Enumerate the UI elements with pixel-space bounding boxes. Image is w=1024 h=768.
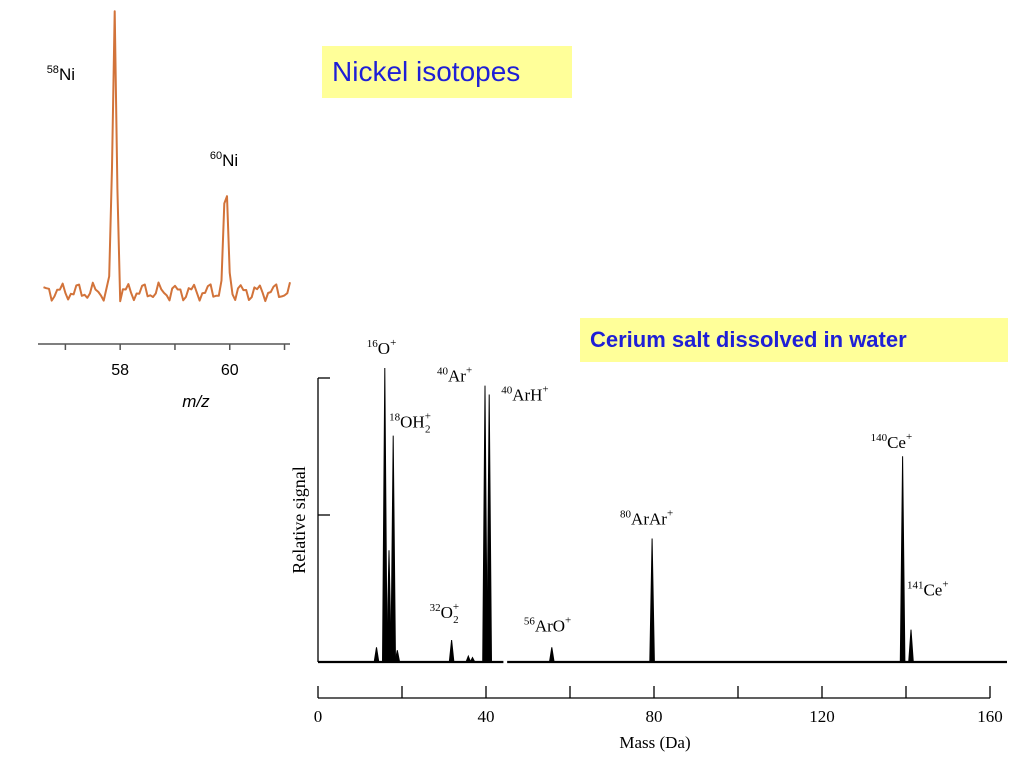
cerium-peak-label-mass: 40 — [501, 384, 513, 396]
cerium-peak-label-species: O — [378, 339, 390, 358]
cerium-peak-label-charge: + — [425, 411, 431, 423]
nickel-series-line — [43, 10, 291, 303]
cerium-peak-label-mass: 32 — [430, 602, 441, 614]
cerium-x-axis-label: Mass (Da) — [619, 733, 690, 752]
cerium-peak-label-mass: 141 — [907, 580, 924, 592]
cerium-peak-label: 80ArAr+ — [620, 508, 673, 529]
nickel-x-tick-label: 60 — [221, 362, 239, 379]
cerium-peak-label: 140Ce+ — [871, 431, 913, 452]
cerium-peak — [386, 550, 392, 663]
cerium-peak-label-species: Ce — [887, 433, 906, 452]
cerium-peak — [486, 394, 493, 663]
cerium-peak-label-count: 2 — [425, 424, 431, 436]
nickel-x-axis-label: m/z — [182, 392, 210, 411]
cerium-peak-label-mass: 18 — [389, 412, 401, 424]
cerium-peak-label-mass: 40 — [437, 366, 449, 378]
nickel-peak-label: 58Ni — [47, 64, 75, 84]
cerium-peak — [373, 647, 380, 663]
cerium-peak — [394, 650, 401, 663]
nickel-x-tick-label: 58 — [111, 362, 129, 379]
cerium-peak-label: 32O+ 2 — [430, 601, 460, 626]
cerium-peak-label-charge: + — [565, 614, 571, 626]
cerium-peak — [381, 367, 388, 663]
cerium-peak-label-charge: + — [453, 601, 459, 613]
cerium-peak-label-mass: 80 — [620, 509, 632, 521]
cerium-y-axis-label: Relative signal — [289, 466, 309, 573]
cerium-peak-label: 141Ce+ — [907, 579, 949, 600]
cerium-title-callout: Cerium salt dissolved in water — [580, 318, 1008, 362]
cerium-peak — [649, 538, 655, 663]
cerium-peak-label-charge: + — [667, 508, 673, 520]
cerium-peak — [548, 647, 555, 663]
cerium-peak-label-charge: + — [466, 365, 472, 377]
cerium-peak-label-species: O — [441, 603, 453, 622]
nickel-peak-label-element: Ni — [222, 151, 238, 170]
cerium-peak — [482, 385, 488, 663]
cerium-x-tick-label: 80 — [646, 707, 663, 726]
cerium-peak-label-charge: + — [906, 431, 912, 443]
cerium-peak-label-species: OH — [400, 413, 425, 432]
cerium-peak-label: 16O+ — [367, 337, 397, 358]
cerium-peak — [899, 456, 906, 663]
nickel-title-callout: Nickel isotopes — [322, 46, 572, 98]
cerium-peak-label: 18OH+ 2 — [389, 411, 431, 436]
cerium-peak-label-charge: + — [942, 579, 948, 591]
cerium-x-tick-label: 120 — [809, 707, 835, 726]
cerium-peak-label: 56ArO+ — [524, 614, 571, 635]
cerium-peak — [448, 639, 455, 663]
nickel-peak-label-mass: 60 — [210, 150, 222, 162]
cerium-x-tick-label: 40 — [478, 707, 495, 726]
cerium-peak-label-species: ArAr — [631, 510, 667, 529]
nickel-peak-label-element: Ni — [59, 65, 75, 84]
cerium-x-tick-label: 160 — [977, 707, 1003, 726]
cerium-peak-label-count: 2 — [453, 614, 459, 626]
cerium-peak-label-species: Ce — [923, 581, 942, 600]
cerium-peak-label-mass: 56 — [524, 615, 536, 627]
cerium-x-tick-label: 0 — [314, 707, 323, 726]
cerium-peak-label-charge: + — [542, 383, 548, 395]
cerium-peak-label-mass: 140 — [871, 432, 888, 444]
cerium-peak-label: 40Ar+ — [437, 365, 472, 386]
cerium-peak — [465, 654, 472, 663]
cerium-peak-label-charge: + — [390, 337, 396, 349]
cerium-peak — [390, 435, 397, 663]
cerium-peak-label-species: ArO — [535, 616, 565, 635]
cerium-peak-label: 40ArH+ — [501, 383, 548, 404]
nickel-peak-label: 60Ni — [210, 150, 238, 170]
cerium-peak — [908, 629, 914, 663]
cerium-peak — [469, 656, 476, 663]
cerium-peak-label-mass: 16 — [367, 338, 379, 350]
cerium-peak-label-species: Ar — [448, 367, 466, 386]
nickel-peak-label-mass: 58 — [47, 64, 59, 76]
cerium-peak-label-species: ArH — [512, 385, 542, 404]
